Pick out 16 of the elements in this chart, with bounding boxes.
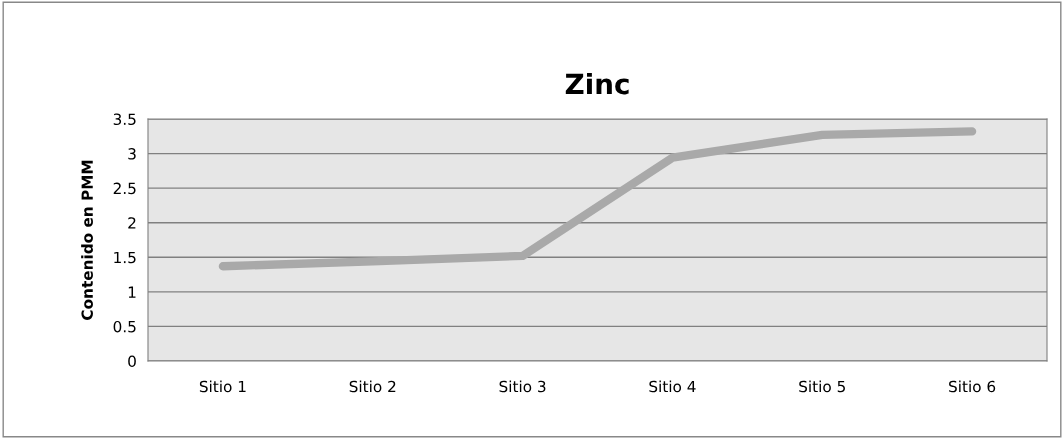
x-tick-label: Sitio 5 bbox=[799, 380, 845, 393]
y-tick-label: 1.5 bbox=[114, 251, 136, 264]
x-tick-label: Sitio 2 bbox=[349, 380, 396, 393]
y-tick-label: 3 bbox=[128, 148, 136, 160]
y-tick-label: 1 bbox=[128, 286, 136, 298]
chart-title: Zinc bbox=[565, 72, 629, 95]
y-tick-label: 0 bbox=[128, 355, 136, 368]
y-axis-title: Contenido en PMM bbox=[81, 160, 93, 320]
y-tick-label: 3.5 bbox=[113, 113, 136, 126]
x-tick-label: Sitio 3 bbox=[499, 380, 546, 393]
y-tick-label: 2.5 bbox=[113, 182, 136, 195]
y-tick-label: 2 bbox=[128, 217, 136, 229]
y-tick-label: 0.5 bbox=[113, 320, 136, 333]
x-tick-label: Sitio 1 bbox=[199, 380, 246, 393]
x-tick-label: Sitio 4 bbox=[649, 380, 696, 393]
x-tick-label: Sitio 6 bbox=[949, 380, 996, 393]
